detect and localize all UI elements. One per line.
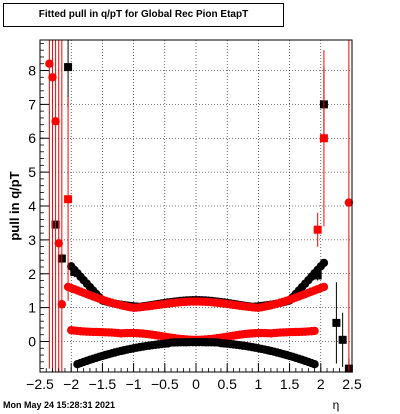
data-point-circle [51, 117, 60, 126]
x-tick-label: −2 [63, 376, 79, 392]
bands-layer [63, 258, 329, 369]
data-point-circle [54, 239, 63, 248]
grid-layer [40, 40, 352, 372]
x-tick-label: −2.5 [26, 376, 54, 392]
data-point-square [319, 134, 328, 143]
y-tick-label: 5 [28, 164, 36, 180]
data-point-square [313, 271, 322, 280]
x-tick-label: 1.5 [280, 376, 300, 392]
chart-title-box: Fitted pull in q/pT for Global Rec Pion … [3, 3, 284, 27]
band-marker [310, 360, 319, 369]
x-axis-label: η [333, 398, 340, 412]
x-tick-label: −1.5 [89, 376, 117, 392]
x-tick-label: 2.5 [342, 376, 362, 392]
data-point-circle [344, 198, 354, 207]
y-axis-label: pull in q/pT [7, 171, 22, 240]
y-tick-label: 2 [28, 266, 36, 282]
axes-layer: −2.5 −2 −1.5 −1 −0.5 0 0.5 1 1.5 2 2.5 0 1 2 3 4 5 6 7 8 [26, 42, 362, 392]
y-tick-label: 7 [28, 96, 36, 112]
timestamp-footer: Mon May 24 15:28:31 2021 [3, 400, 116, 410]
data-point-circle [45, 59, 54, 68]
x-tick-label: 1 [255, 376, 263, 392]
x-tick-label: −0.5 [151, 376, 179, 392]
y-tick-label: 6 [28, 130, 36, 146]
data-point-square [70, 268, 79, 277]
chart-title: Fitted pull in q/pT for Global Rec Pion … [38, 9, 249, 20]
x-tick-label: −1 [126, 376, 142, 392]
data-point-square [338, 335, 347, 344]
y-tick-label: 1 [28, 300, 36, 316]
band-marker [319, 282, 329, 292]
y-tick-label: 8 [28, 62, 36, 78]
y-tick-label: 4 [28, 198, 36, 214]
y-tick-label: 0 [28, 334, 36, 350]
x-tick-label: 2 [317, 376, 325, 392]
data-point-square [64, 195, 73, 204]
data-point-square [332, 318, 341, 327]
x-tick-label: 0 [192, 376, 200, 392]
data-point-square [64, 63, 73, 72]
band-marker [310, 326, 319, 336]
x-tick-label: 0.5 [217, 376, 237, 392]
data-point-circle [48, 73, 57, 82]
data-point-circle [57, 300, 67, 309]
points-layer [45, 40, 354, 373]
data-point-square [313, 225, 322, 234]
y-tick-label: 3 [28, 232, 36, 248]
band-marker [319, 258, 329, 268]
